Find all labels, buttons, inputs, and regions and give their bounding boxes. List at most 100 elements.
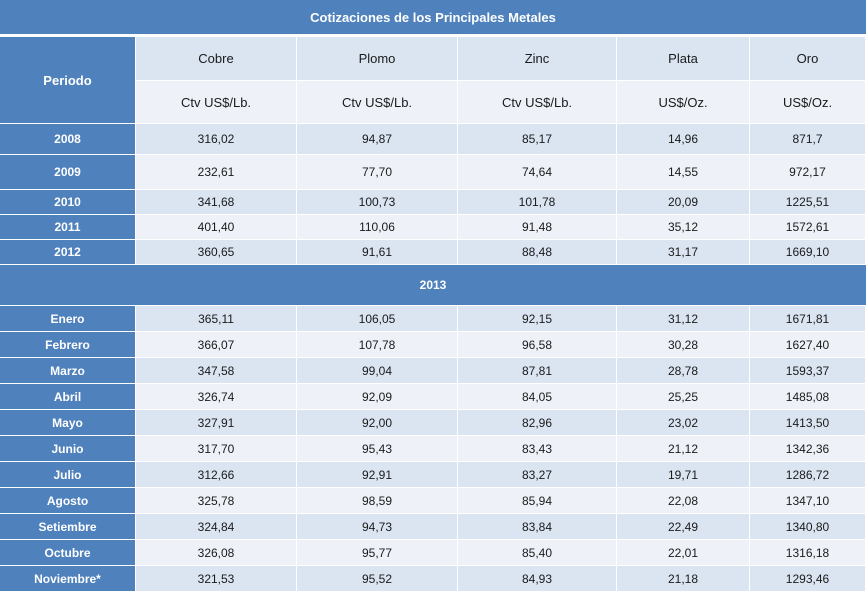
value-cell-oro: 1225,51 (750, 190, 866, 215)
table-row: Agosto 325,78 98,59 85,94 22,08 1347,10 (0, 488, 866, 514)
value-cell-cobre: 321,53 (136, 566, 297, 592)
value-cell-plata: 35,12 (617, 215, 750, 240)
period-cell: Abril (0, 384, 136, 410)
metal-header-zinc: Zinc (458, 37, 617, 81)
value-cell-plata: 22,49 (617, 514, 750, 540)
value-cell-plomo: 99,04 (297, 358, 458, 384)
value-cell-plomo: 91,61 (297, 240, 458, 265)
table-row: Setiembre 324,84 94,73 83,84 22,49 1340,80 (0, 514, 866, 540)
annual-rows: 2008 316,02 94,87 85,17 14,96 871,7 2009 232,61… (0, 124, 866, 265)
value-cell-plomo: 95,77 (297, 540, 458, 566)
period-cell: Setiembre (0, 514, 136, 540)
value-cell-cobre: 326,74 (136, 384, 297, 410)
value-cell-zinc: 85,17 (458, 124, 617, 155)
period-cell: Agosto (0, 488, 136, 514)
section-label-2013: 2013 (0, 265, 866, 306)
period-cell: Noviembre* (0, 566, 136, 592)
value-cell-zinc: 101,78 (458, 190, 617, 215)
value-cell-zinc: 83,43 (458, 436, 617, 462)
value-cell-oro: 1671,81 (750, 306, 866, 332)
value-cell-oro: 1340,80 (750, 514, 866, 540)
value-cell-oro: 1342,36 (750, 436, 866, 462)
unit-header-cobre: Ctv US$/Lb. (136, 81, 297, 124)
value-cell-zinc: 84,93 (458, 566, 617, 592)
value-cell-oro: 871,7 (750, 124, 866, 155)
table-row: 2008 316,02 94,87 85,17 14,96 871,7 (0, 124, 866, 155)
value-cell-plata: 25,25 (617, 384, 750, 410)
period-cell: Enero (0, 306, 136, 332)
value-cell-oro: 1593,37 (750, 358, 866, 384)
value-cell-oro: 1413,50 (750, 410, 866, 436)
value-cell-plomo: 95,52 (297, 566, 458, 592)
value-cell-oro: 1485,08 (750, 384, 866, 410)
value-cell-plomo: 100,73 (297, 190, 458, 215)
table-row: Julio 312,66 92,91 83,27 19,71 1286,72 (0, 462, 866, 488)
value-cell-plata: 19,71 (617, 462, 750, 488)
table-row: Abril 326,74 92,09 84,05 25,25 1485,08 (0, 384, 866, 410)
monthly-rows: Enero 365,11 106,05 92,15 31,12 1671,81 Febrer… (0, 306, 866, 592)
unit-header-zinc: Ctv US$/Lb. (458, 81, 617, 124)
value-cell-zinc: 85,94 (458, 488, 617, 514)
value-cell-plomo: 110,06 (297, 215, 458, 240)
value-cell-zinc: 84,05 (458, 384, 617, 410)
table-row: 2012 360,65 91,61 88,48 31,17 1669,10 (0, 240, 866, 265)
value-cell-cobre: 232,61 (136, 155, 297, 190)
value-cell-plata: 22,08 (617, 488, 750, 514)
table-row: Mayo 327,91 92,00 82,96 23,02 1413,50 (0, 410, 866, 436)
period-cell: 2009 (0, 155, 136, 190)
value-cell-plomo: 92,09 (297, 384, 458, 410)
table-title: Cotizaciones de los Principales Metales (0, 0, 866, 34)
value-cell-plata: 28,78 (617, 358, 750, 384)
value-cell-plomo: 77,70 (297, 155, 458, 190)
value-cell-zinc: 88,48 (458, 240, 617, 265)
value-cell-plomo: 92,91 (297, 462, 458, 488)
value-cell-cobre: 316,02 (136, 124, 297, 155)
value-cell-zinc: 83,84 (458, 514, 617, 540)
value-cell-cobre: 327,91 (136, 410, 297, 436)
period-cell: 2008 (0, 124, 136, 155)
value-cell-zinc: 83,27 (458, 462, 617, 488)
period-cell: Octubre (0, 540, 136, 566)
table-row: 2011 401,40 110,06 91,48 35,12 1572,61 (0, 215, 866, 240)
value-cell-plata: 21,18 (617, 566, 750, 592)
table-row: Noviembre* 321,53 95,52 84,93 21,18 1293,46 (0, 566, 866, 592)
period-cell: 2011 (0, 215, 136, 240)
value-cell-plata: 20,09 (617, 190, 750, 215)
table-row: Marzo 347,58 99,04 87,81 28,78 1593,37 (0, 358, 866, 384)
value-cell-oro: 1286,72 (750, 462, 866, 488)
value-cell-zinc: 92,15 (458, 306, 617, 332)
period-cell: Mayo (0, 410, 136, 436)
value-cell-cobre: 360,65 (136, 240, 297, 265)
value-cell-zinc: 74,64 (458, 155, 617, 190)
value-cell-plomo: 94,73 (297, 514, 458, 540)
value-cell-cobre: 325,78 (136, 488, 297, 514)
value-cell-zinc: 82,96 (458, 410, 617, 436)
value-cell-plomo: 107,78 (297, 332, 458, 358)
value-cell-plomo: 94,87 (297, 124, 458, 155)
metal-header-oro: Oro (750, 37, 866, 81)
table-row: Febrero 366,07 107,78 96,58 30,28 1627,40 (0, 332, 866, 358)
value-cell-plata: 23,02 (617, 410, 750, 436)
value-cell-cobre: 366,07 (136, 332, 297, 358)
value-cell-cobre: 326,08 (136, 540, 297, 566)
period-cell: 2012 (0, 240, 136, 265)
value-cell-oro: 1347,10 (750, 488, 866, 514)
value-cell-plomo: 98,59 (297, 488, 458, 514)
value-cell-oro: 1316,18 (750, 540, 866, 566)
value-cell-cobre: 312,66 (136, 462, 297, 488)
period-cell: 2010 (0, 190, 136, 215)
section-row: 2013 (0, 265, 866, 306)
period-cell: Febrero (0, 332, 136, 358)
value-cell-cobre: 401,40 (136, 215, 297, 240)
value-cell-zinc: 91,48 (458, 215, 617, 240)
metal-header-row: Periodo Cobre Plomo Zinc Plata Oro (0, 37, 866, 124)
value-cell-cobre: 365,11 (136, 306, 297, 332)
value-cell-plata: 22,01 (617, 540, 750, 566)
value-cell-plata: 30,28 (617, 332, 750, 358)
value-cell-oro: 1293,46 (750, 566, 866, 592)
table-row: Octubre 326,08 95,77 85,40 22,01 1316,18 (0, 540, 866, 566)
value-cell-cobre: 341,68 (136, 190, 297, 215)
table-row: Junio 317,70 95,43 83,43 21,12 1342,36 (0, 436, 866, 462)
value-cell-plata: 14,55 (617, 155, 750, 190)
